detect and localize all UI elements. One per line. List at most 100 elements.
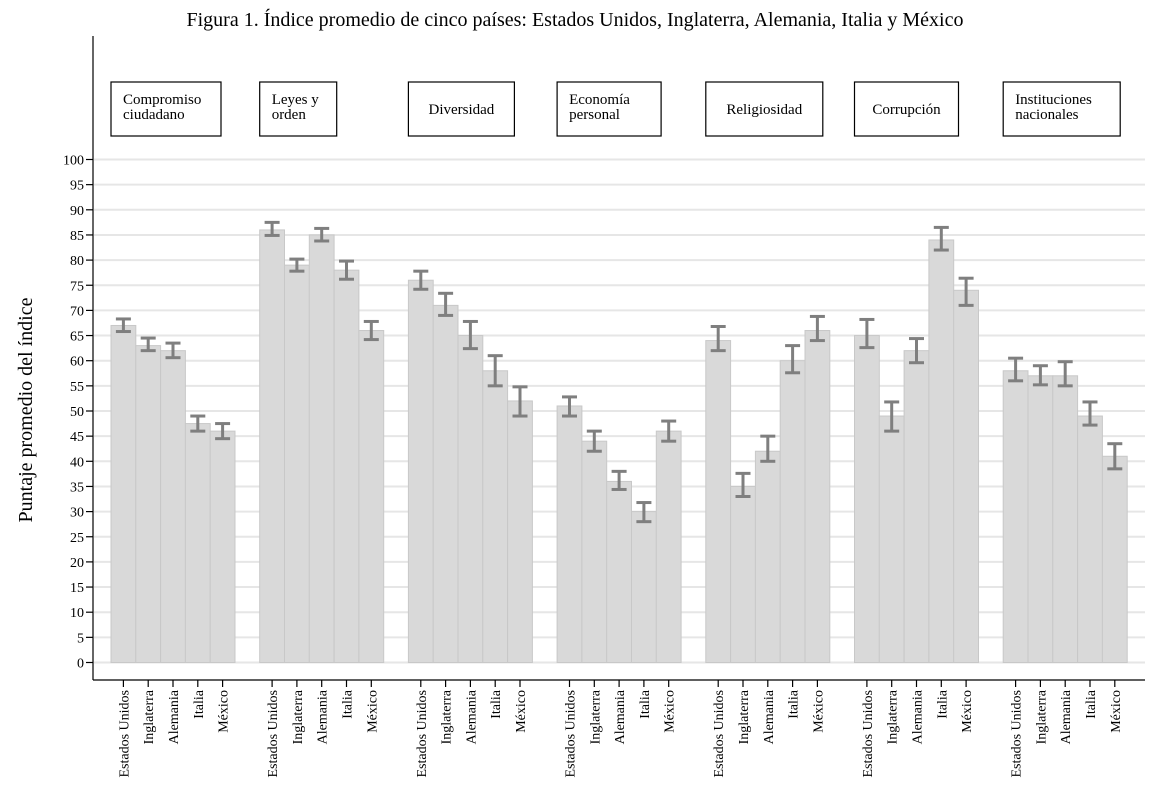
bar [904, 351, 929, 663]
y-tick-label: 95 [70, 179, 84, 194]
x-tick-label: Alemania [167, 689, 182, 744]
y-axis-label: Puntaje promedio del índice [15, 297, 37, 522]
y-tick-label: 85 [70, 229, 84, 244]
x-tick-label: Alemania [316, 689, 331, 744]
bar [656, 431, 681, 662]
bar [408, 280, 433, 662]
chart-title: Figura 1. Índice promedio de cinco paíse… [186, 8, 963, 31]
x-tick-label: Inglaterra [1034, 689, 1049, 744]
y-tick-label: 5 [77, 631, 84, 646]
panel-label-text: ciudadano [123, 107, 185, 123]
panel-label-group: Religiosidad [706, 82, 823, 136]
bar [780, 361, 805, 663]
bar [929, 240, 954, 663]
bar [755, 451, 780, 662]
x-tick-label: Italia [787, 689, 802, 719]
x-tick-label: Estados Unidos [861, 690, 876, 778]
x-tick-label: Italia [489, 689, 504, 719]
bar [161, 351, 186, 663]
x-tick-label: Inglaterra [142, 689, 157, 744]
panel-label-text: Instituciones [1015, 92, 1092, 108]
panel-label-text: Religiosidad [726, 102, 802, 118]
bar [309, 235, 334, 663]
x-tick-label: Estados Unidos [712, 690, 727, 778]
x-tick-label: Estados Unidos [266, 690, 281, 778]
x-tick-label: Italia [192, 689, 207, 719]
bar [1102, 456, 1127, 662]
x-tick-label: Italia [341, 689, 356, 719]
bar [1078, 416, 1103, 662]
x-tick-label: México [811, 690, 826, 733]
bar [706, 341, 731, 663]
x-tick-label: México [217, 690, 232, 733]
x-tick-label: México [960, 690, 975, 733]
x-tick-label: Inglaterra [886, 689, 901, 744]
y-tick-label: 90 [70, 204, 84, 219]
panel-label-text: orden [272, 107, 307, 123]
bar [433, 305, 458, 662]
panel-label-group: Corrupción [855, 82, 959, 136]
y-tick-label: 75 [70, 279, 84, 294]
panel-label-text: Leyes y [272, 92, 320, 108]
x-tick-label: Alemania [464, 689, 479, 744]
x-tick-label: Inglaterra [588, 689, 603, 744]
bar [359, 331, 384, 663]
bar [136, 346, 161, 663]
panel-label-text: Corrupción [872, 102, 941, 118]
bar [260, 230, 285, 663]
bar [334, 270, 359, 662]
x-tick-label: Italia [935, 689, 950, 719]
bar [458, 336, 483, 663]
bar [1028, 376, 1053, 663]
y-tick-label: 30 [70, 506, 84, 521]
panel-label-text: Diversidad [428, 102, 494, 118]
y-tick-label: 0 [77, 657, 84, 672]
panel-label-text: Economía [569, 92, 630, 108]
y-tick-label: 40 [70, 455, 84, 470]
y-tick-label: 25 [70, 531, 84, 546]
x-tick-label: México [365, 690, 380, 733]
x-tick-label: Inglaterra [291, 689, 306, 744]
panel-label-group: Diversidad [408, 82, 514, 136]
y-tick-label: 45 [70, 430, 84, 445]
y-tick-label: 70 [70, 304, 84, 319]
x-tick-label: Italia [638, 689, 653, 719]
y-tick-label: 65 [70, 330, 84, 345]
y-tick-label: 35 [70, 480, 84, 495]
x-tick-label: Alemania [911, 689, 926, 744]
panel-label-group: Economíapersonal [557, 82, 661, 136]
bar [879, 416, 904, 662]
x-tick-label: Italia [1084, 689, 1099, 719]
x-tick-label: México [663, 690, 678, 733]
y-tick-label: 60 [70, 355, 84, 370]
bar [582, 441, 607, 662]
bar [805, 331, 830, 663]
bar [111, 325, 136, 662]
x-tick-label: México [1109, 690, 1124, 733]
bar [508, 401, 533, 663]
y-tick-label: 80 [70, 254, 84, 269]
x-tick-label: Estados Unidos [415, 690, 430, 778]
bar [210, 431, 235, 662]
x-tick-label: Estados Unidos [117, 690, 132, 778]
bars-layer [111, 230, 1127, 663]
x-tick-label: Estados Unidos [1010, 690, 1025, 778]
panel-label-text: personal [569, 107, 620, 123]
bar [632, 512, 657, 663]
bar [483, 371, 508, 663]
bar [855, 336, 880, 663]
y-tick-label: 20 [70, 556, 84, 571]
bar [185, 424, 210, 663]
bar [285, 265, 310, 662]
x-tick-label: Estados Unidos [564, 690, 579, 778]
y-tick-label: 10 [70, 606, 84, 621]
panel-label-text: Compromiso [123, 92, 201, 108]
x-tick-label: Alemania [613, 689, 628, 744]
panel-label-text: nacionales [1015, 107, 1078, 123]
